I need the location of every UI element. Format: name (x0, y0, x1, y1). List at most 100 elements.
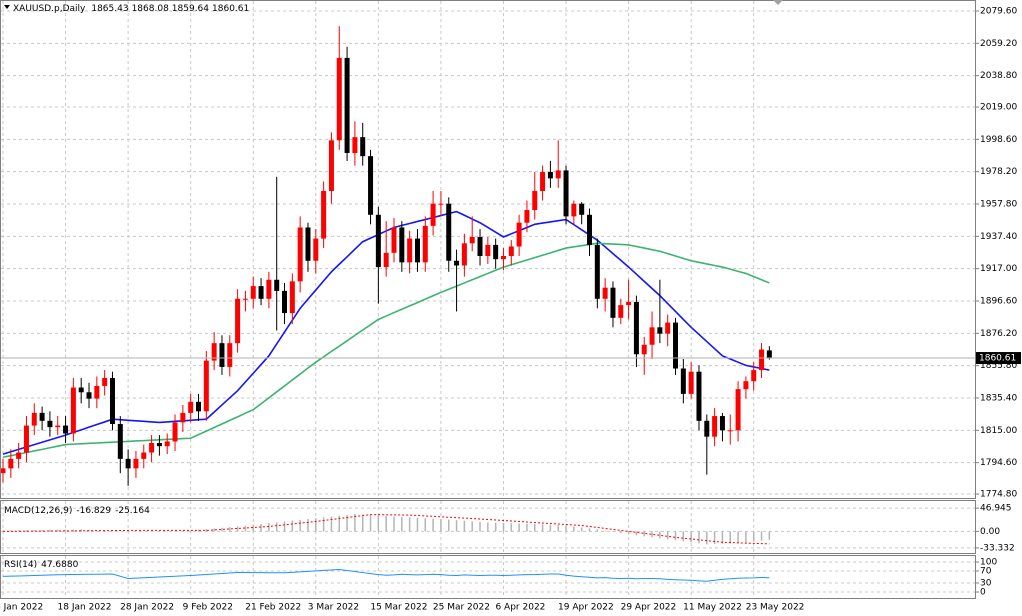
x-tick-label: 25 Mar 2022 (433, 603, 490, 613)
rsi-line (2, 568, 770, 582)
candle-body (266, 279, 272, 299)
candle-body (602, 287, 608, 299)
candle-body (493, 244, 499, 260)
candle-body (469, 236, 475, 244)
candle-body (626, 301, 632, 306)
rsi-header: RSI(14) 47.6880 (4, 560, 79, 570)
candle-body (258, 286, 264, 299)
candle-body (70, 387, 76, 434)
y-tick-label: 1917.00 (980, 264, 1017, 274)
x-tick-label: 11 May 2022 (683, 603, 742, 613)
y-tick-label: 30 (980, 579, 992, 589)
candle-body (383, 252, 389, 268)
candle-body (0, 468, 6, 474)
x-tick-label: 9 Feb 2022 (183, 603, 233, 613)
y-tick-label: 2059.20 (980, 39, 1017, 49)
macd-panel-frame (0, 500, 976, 554)
y-tick-label: 2079.60 (980, 6, 1017, 16)
rsi-title: RSI(14) (4, 560, 37, 570)
candle-body (360, 137, 366, 157)
x-tick-label: 15 Mar 2022 (370, 603, 427, 613)
candle-body (55, 425, 61, 428)
candle-body (8, 458, 14, 469)
candle-body (149, 443, 155, 453)
candle-body (125, 458, 131, 469)
candle-body (250, 286, 256, 299)
candle-body (641, 344, 647, 355)
candle-body (39, 412, 45, 421)
x-tick-label: 18 Jan 2022 (58, 603, 112, 613)
candle-body (180, 412, 186, 423)
macd-last: -16.829 (76, 506, 111, 516)
candle-body (305, 227, 311, 261)
candle-body (649, 327, 655, 345)
candle-body (133, 458, 139, 469)
candle-body (673, 322, 679, 369)
candle-body (719, 416, 725, 431)
price-label: 1860.61 (979, 354, 1016, 364)
last-low: 1859.64 (172, 4, 209, 14)
candle-body (587, 214, 592, 245)
candle-body (23, 425, 29, 453)
candle-body (414, 238, 420, 263)
candle-body (430, 203, 436, 226)
candle-body (117, 423, 123, 459)
y-tick-label: 0 (980, 588, 986, 598)
y-tick-label: 70 (980, 567, 992, 577)
candle-body (172, 422, 178, 442)
candle-body (618, 305, 624, 318)
candle-body (532, 191, 538, 211)
candle-body (86, 392, 92, 399)
candle-body (438, 203, 444, 205)
candle-body (313, 238, 319, 261)
candle-body (235, 298, 241, 344)
candle-body (328, 140, 334, 192)
candle-body (336, 57, 342, 141)
candle-body (657, 327, 663, 334)
candle-body (344, 57, 350, 153)
candle-body (555, 170, 561, 179)
y-tick-label: 1774.80 (980, 490, 1017, 500)
candle-body (477, 236, 483, 256)
candle-body (156, 443, 162, 447)
x-tick-label: 19 Apr 2022 (558, 603, 614, 613)
candle-body (203, 360, 209, 412)
candle-body (164, 441, 170, 447)
candle-body (368, 156, 374, 215)
x-tick-label: 29 Apr 2022 (621, 603, 677, 613)
candle-body (743, 381, 749, 390)
candle-body (399, 227, 405, 263)
y-tick-label: 1815.00 (980, 426, 1017, 436)
candle-body (94, 385, 100, 399)
y-tick-label: 1855.80 (980, 361, 1017, 371)
moving-average (2, 242, 770, 459)
candle-body (31, 412, 37, 426)
y-tick-label: 1794.60 (980, 458, 1017, 468)
candle-body (16, 452, 22, 459)
collapse-icon[interactable] (4, 5, 10, 9)
signal-line (2, 514, 770, 545)
price-label-box (976, 352, 1021, 365)
y-tick-label: 0.00 (980, 527, 1000, 537)
candle-body (579, 203, 585, 215)
price-panel-frame (0, 0, 976, 499)
last-open: 1865.43 (91, 4, 128, 14)
candle-body (391, 227, 397, 253)
candle-body (633, 301, 639, 355)
x-tick-label: 3 Mar 2022 (308, 603, 359, 613)
candle-body (211, 343, 217, 361)
candle-body (141, 452, 147, 459)
candle-body (540, 172, 546, 192)
candle-body (375, 214, 381, 268)
rsi-last: 47.6880 (41, 560, 78, 570)
y-tick-label: 1876.20 (980, 329, 1017, 339)
candle-body (321, 191, 327, 239)
candle-body (500, 255, 506, 260)
symbol-title: XAUUSD.p,Daily (13, 4, 86, 14)
y-tick-label: 1835.40 (980, 393, 1017, 403)
candle-body (242, 298, 248, 300)
signal-last: -25.164 (115, 506, 150, 516)
candle-body (696, 371, 702, 421)
candle-body (407, 238, 413, 263)
